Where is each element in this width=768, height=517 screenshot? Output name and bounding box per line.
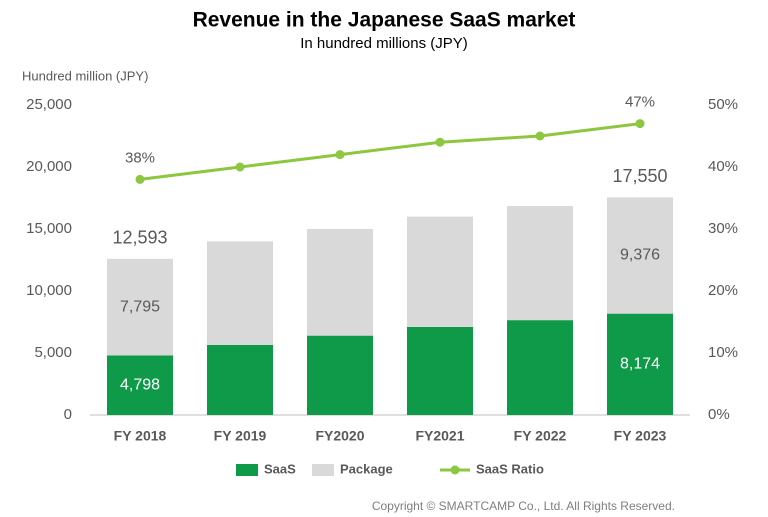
- bar-segment: [507, 206, 573, 321]
- bar-segment: [407, 326, 473, 415]
- legend-swatch: [450, 465, 460, 475]
- bar-segment: [607, 313, 673, 415]
- y2-tick-label: 50%: [708, 96, 738, 113]
- line-point: [635, 119, 645, 129]
- y2-tick-label: 20%: [708, 282, 738, 299]
- line-point: [135, 174, 145, 184]
- x-tick-label: FY 2019: [214, 428, 267, 444]
- x-tick-label: FY2021: [415, 428, 464, 444]
- y-tick-label: 15,000: [26, 220, 72, 237]
- x-tick-label: FY 2022: [514, 428, 567, 444]
- y2-tick-label: 10%: [708, 344, 738, 361]
- bar-segment: [407, 216, 473, 327]
- bar-segment: [107, 355, 173, 415]
- bar-segment: [507, 320, 573, 415]
- chart-subtitle: In hundred millions (JPY): [300, 35, 468, 52]
- line-point: [535, 131, 545, 141]
- y-tick-label: 20,000: [26, 158, 72, 175]
- legend-label: SaaS: [264, 461, 296, 476]
- y2-tick-label: 0%: [708, 406, 730, 423]
- y-tick-label: 10,000: [26, 282, 72, 299]
- value-label: 9,376: [620, 247, 660, 264]
- total-label: 12,593: [112, 228, 167, 248]
- value-label: 47%: [625, 94, 655, 111]
- y2-tick-label: 40%: [708, 158, 738, 175]
- line-point: [435, 137, 445, 147]
- legend-label: Package: [340, 461, 393, 476]
- line-point: [235, 162, 245, 172]
- bar-segment: [307, 335, 373, 415]
- total-label: 17,550: [612, 166, 667, 186]
- value-label: 38%: [125, 149, 155, 166]
- x-tick-label: FY 2018: [114, 428, 167, 444]
- line: [139, 122, 641, 181]
- y-tick-label: 25,000: [26, 96, 72, 113]
- line-point: [335, 150, 345, 160]
- y-tick-label: 5,000: [34, 344, 72, 361]
- y2-tick-label: 30%: [708, 220, 738, 237]
- footnote: Copyright © SMARTCAMP Co., Ltd. All Righ…: [372, 499, 675, 513]
- legend-swatch: [312, 464, 334, 476]
- x-tick-label: FY2020: [315, 428, 364, 444]
- y-axis-label: Hundred million (JPY): [22, 68, 148, 83]
- legend-label: SaaS Ratio: [476, 461, 544, 476]
- y-tick-label: 0: [64, 406, 72, 423]
- bar-segment: [207, 241, 273, 345]
- value-label: 8,174: [620, 356, 660, 373]
- legend-swatch: [236, 464, 258, 476]
- bar-segment: [107, 258, 173, 356]
- bar-segment: [207, 344, 273, 415]
- value-label: 4,798: [120, 376, 160, 393]
- chart-title: Revenue in the Japanese SaaS market: [193, 9, 576, 32]
- bar-segment: [607, 197, 673, 314]
- bar-segment: [307, 229, 373, 336]
- x-tick-label: FY 2023: [614, 428, 667, 444]
- value-label: 7,795: [120, 298, 160, 315]
